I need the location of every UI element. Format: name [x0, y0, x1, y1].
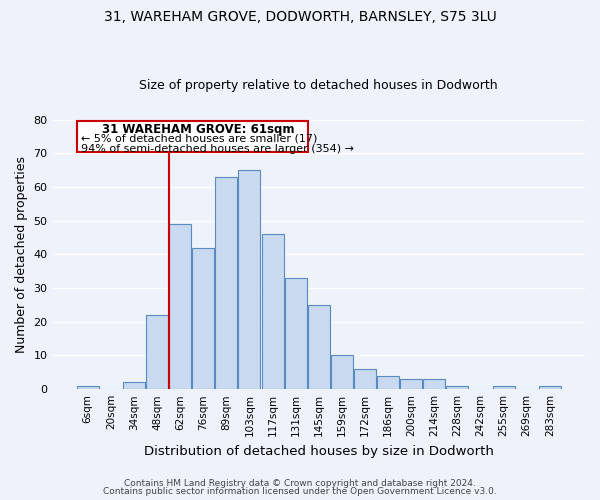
Bar	[238, 170, 260, 389]
FancyBboxPatch shape	[77, 121, 308, 152]
Bar	[354, 369, 376, 389]
Text: 94% of semi-detached houses are larger (354) →: 94% of semi-detached houses are larger (…	[81, 144, 354, 154]
Text: 31 WAREHAM GROVE: 61sqm: 31 WAREHAM GROVE: 61sqm	[103, 123, 295, 136]
Bar	[308, 305, 330, 389]
Title: Size of property relative to detached houses in Dodworth: Size of property relative to detached ho…	[139, 79, 498, 92]
Bar	[446, 386, 469, 389]
X-axis label: Distribution of detached houses by size in Dodworth: Distribution of detached houses by size …	[144, 444, 494, 458]
Bar	[192, 248, 214, 389]
Bar	[400, 379, 422, 389]
Bar	[493, 386, 515, 389]
Text: 31, WAREHAM GROVE, DODWORTH, BARNSLEY, S75 3LU: 31, WAREHAM GROVE, DODWORTH, BARNSLEY, S…	[104, 10, 496, 24]
Bar	[123, 382, 145, 389]
Bar	[331, 356, 353, 389]
Bar	[377, 376, 399, 389]
Text: Contains HM Land Registry data © Crown copyright and database right 2024.: Contains HM Land Registry data © Crown c…	[124, 478, 476, 488]
Bar	[424, 379, 445, 389]
Bar	[169, 224, 191, 389]
Text: ← 5% of detached houses are smaller (17): ← 5% of detached houses are smaller (17)	[81, 134, 317, 143]
Bar	[284, 278, 307, 389]
Bar	[146, 315, 168, 389]
Text: Contains public sector information licensed under the Open Government Licence v3: Contains public sector information licen…	[103, 487, 497, 496]
Bar	[215, 177, 238, 389]
Y-axis label: Number of detached properties: Number of detached properties	[15, 156, 28, 353]
Bar	[77, 386, 98, 389]
Bar	[539, 386, 561, 389]
Bar	[262, 234, 284, 389]
